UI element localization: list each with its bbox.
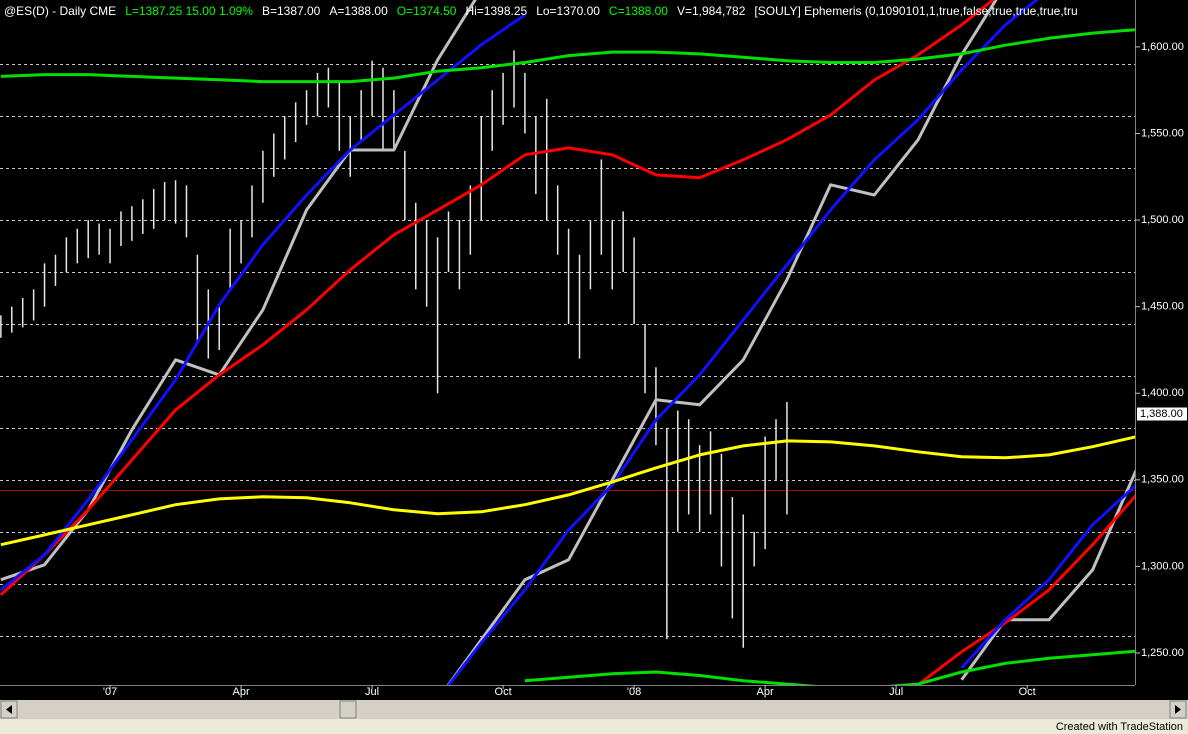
header-field: @ES(D) - Daily CME — [4, 4, 117, 18]
x-tick-label: '07 — [103, 686, 117, 698]
header-field: C=1388.00 — [608, 4, 668, 18]
scroll-thumb[interactable] — [339, 700, 357, 719]
header-field: [SOULY] Ephemeris (0,1090101,1,true,fals… — [754, 4, 1078, 18]
plot-area — [0, 0, 1135, 685]
indicator-line — [446, 0, 1039, 685]
x-tick-label: Jul — [889, 686, 903, 698]
header-field: A=1388.00 — [329, 4, 388, 18]
indicator-line — [960, 483, 1135, 669]
axes: 1,250.00 1,300.00 1,350.00 1,400.00 1,450.00… — [103, 41, 1187, 698]
y-tick-label: 1,600.00 — [1141, 41, 1184, 53]
header-field: Lo=1370.00 — [536, 4, 600, 18]
indicator-line — [0, 28, 1135, 84]
header-field: L=1387.25 15.00 1.09% — [125, 4, 253, 18]
footer-credit: Created with TradeStation — [1056, 721, 1183, 733]
header-field: V=1,984,782 — [676, 4, 746, 18]
x-tick-label: '08 — [627, 686, 641, 698]
y-tick-label: 1,300.00 — [1141, 560, 1184, 572]
header-field: O=1374.50 — [396, 4, 457, 18]
x-tick-label: Oct — [1019, 686, 1036, 698]
y-tick-label: 1,450.00 — [1141, 301, 1184, 313]
status-bar — [0, 719, 1188, 734]
background — [0, 0, 1188, 700]
indicator-line — [917, 494, 1135, 685]
y-tick-label: 1,550.00 — [1141, 127, 1184, 139]
header: @ES(D) - Daily CME L=1387.25 15.00 1.09% B… — [4, 3, 1134, 19]
last-price-label: 1,388.00 — [1140, 408, 1183, 420]
indicator-line — [0, 435, 1135, 547]
indicator-line — [0, 0, 996, 596]
y-tick-label: 1,500.00 — [1141, 214, 1184, 226]
scrollbar[interactable] — [0, 700, 1188, 719]
indicator-line — [446, 0, 998, 685]
x-tick-label: Apr — [757, 686, 774, 698]
x-tick-label: Oct — [495, 686, 512, 698]
x-tick-label: Jul — [365, 686, 379, 698]
scroll-left-arrow — [6, 705, 12, 714]
indicator-line — [960, 469, 1135, 681]
y-tick-label: 1,400.00 — [1141, 387, 1184, 399]
indicator-line — [524, 649, 1135, 685]
last-price-box — [1137, 407, 1187, 421]
x-tick-label: Apr — [232, 686, 249, 698]
y-tick-label: 1,350.00 — [1141, 474, 1184, 486]
scroll-right-arrow — [1175, 705, 1181, 714]
y-tick-label: 1,250.00 — [1141, 647, 1184, 659]
header-field: Hi=1398.25 — [465, 4, 528, 18]
indicator-line — [0, 13, 526, 591]
header-field: B=1387.00 — [261, 4, 321, 18]
